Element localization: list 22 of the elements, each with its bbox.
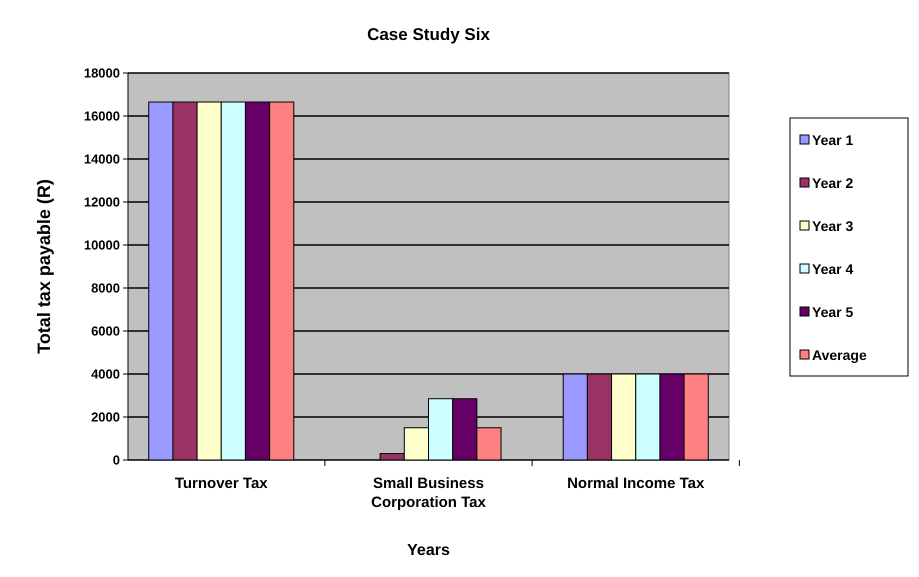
legend-label: Year 3 [812,218,854,234]
y-tick-label: 0 [112,452,120,468]
x-tick-label: Turnover Tax [174,475,268,492]
x-tick-label: Small Business Corporation Tax [371,475,487,511]
y-tick-label: 12000 [84,194,120,210]
y-tick-label: 16000 [84,108,120,124]
y-tick-label: 2000 [91,410,120,425]
legend-label: Year 5 [812,304,854,320]
y-tick-label: 8000 [91,280,120,296]
x-tick-label: Normal Income Tax [567,475,706,492]
legend-label: Average [812,346,867,363]
y-tick-label: 4000 [91,366,120,382]
y-axis-title: Total tax payable (R) [34,179,54,354]
legend-label: Year 4 [812,260,854,277]
chart-title: Case Study Six [367,25,490,44]
y-tick-label: 10000 [84,238,120,253]
legend-label: Year 2 [812,174,854,191]
y-tick-label: 14000 [84,152,120,167]
x-axis-title: Years [407,542,450,559]
y-tick-label: 18000 [84,66,120,81]
legend-label: Year 1 [812,132,854,148]
y-tick-label: 6000 [91,324,120,339]
